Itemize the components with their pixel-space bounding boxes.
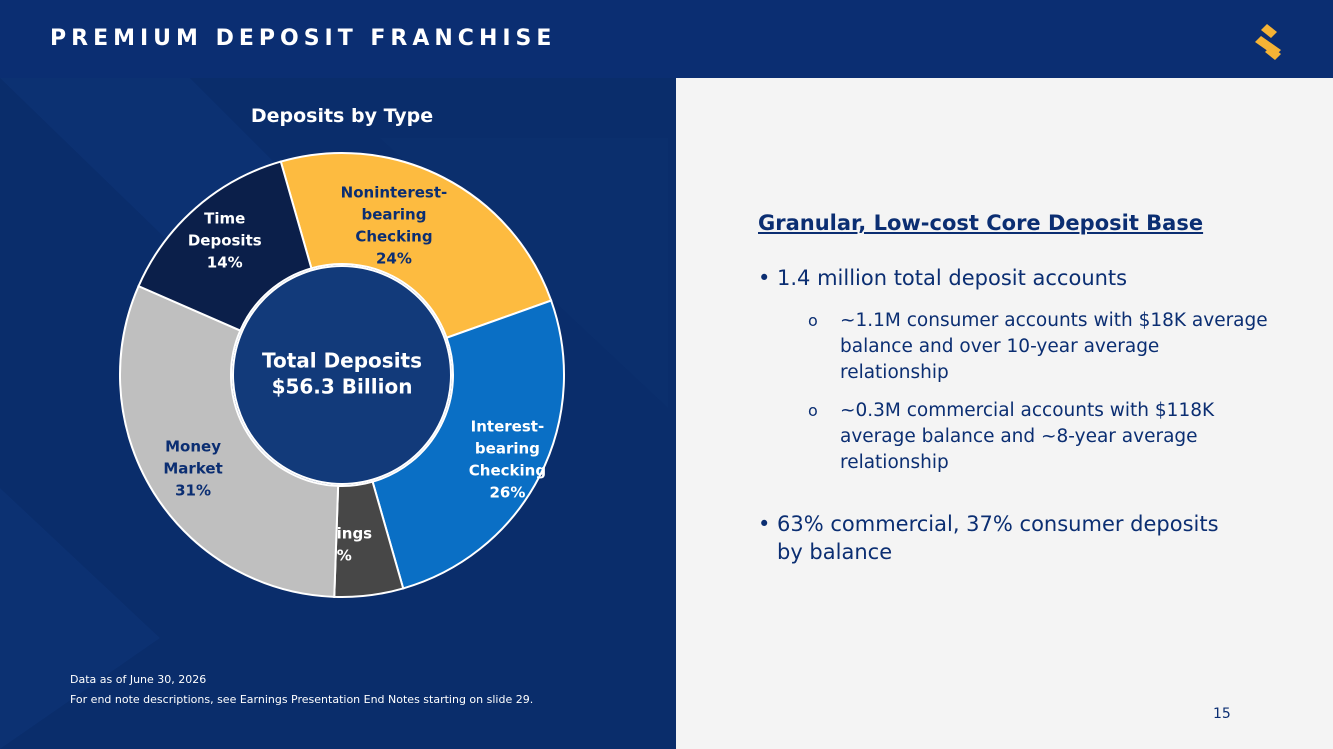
header-bar: PREMIUM DEPOSIT FRANCHISE xyxy=(0,0,1333,78)
bullet-text: 1.4 million total deposit accounts xyxy=(777,266,1128,290)
subbullet-marker: o xyxy=(808,311,818,330)
subbullet-text: ~1.1M consumer accounts with $18K averag… xyxy=(840,310,1268,383)
bullet-marker: • xyxy=(758,512,771,536)
chart-title: Deposits by Type xyxy=(250,105,434,127)
slice-name-label: Noninterest- xyxy=(341,183,448,201)
donut-chart: Noninterest-bearing Checking 24% Interest-b… xyxy=(119,152,565,598)
slice-name-label: Interest- xyxy=(471,418,545,436)
footnotes: Data as of June 30, 2026 For end note de… xyxy=(70,670,533,710)
donut-slice-time-deposits xyxy=(137,160,313,332)
bullet-marker: • xyxy=(758,266,771,290)
summary-heading: Granular, Low-cost Core Deposit Base xyxy=(758,211,1204,235)
donut-slice-noninterest-bearing-checking xyxy=(279,152,553,340)
slice-name-label: Market xyxy=(163,459,222,477)
footnote-date: Data as of June 30, 2026 xyxy=(70,673,207,686)
subbullet-marker: o xyxy=(808,401,818,420)
slice-name-label: bearing xyxy=(361,205,426,223)
slice-percent-label: 31% xyxy=(175,481,211,499)
slice-percent-label: 24% xyxy=(376,249,412,267)
slice-name-label: Deposits xyxy=(188,232,262,250)
bullet-text: 63% commercial, 37% consumer deposits by… xyxy=(777,512,1219,564)
page-number: 15 xyxy=(1213,706,1231,722)
slice-percent-label: 26% xyxy=(489,484,525,502)
center-label-value: $56.3 Billion xyxy=(272,375,413,399)
slice-name-label: Money xyxy=(165,437,221,455)
page-title: PREMIUM DEPOSIT FRANCHISE xyxy=(50,26,557,51)
footnote-endnotes: For end note descriptions, see Earnings … xyxy=(70,693,534,706)
center-label-title: Total Deposits xyxy=(262,349,422,373)
slice-name-label: Time xyxy=(204,210,245,228)
donut-slice-interest-bearing-checking xyxy=(371,299,565,590)
summary-panel: Granular, Low-cost Core Deposit Base • 1… xyxy=(676,78,1333,749)
s-mark-logo-icon xyxy=(1255,24,1281,60)
slice-name-label: Checking xyxy=(355,227,432,245)
slice-percent-label: 14% xyxy=(207,254,243,272)
chart-panel: Deposits by Type Noninterest-bearing Chec… xyxy=(0,78,668,749)
donut-center xyxy=(232,265,452,485)
subbullet-text: ~0.3M commercial accounts with $118K ave… xyxy=(840,400,1215,473)
slice-name-label: Checking xyxy=(469,462,546,480)
slice-name-label: bearing xyxy=(475,440,540,458)
donut-slice-money-market xyxy=(119,284,340,598)
